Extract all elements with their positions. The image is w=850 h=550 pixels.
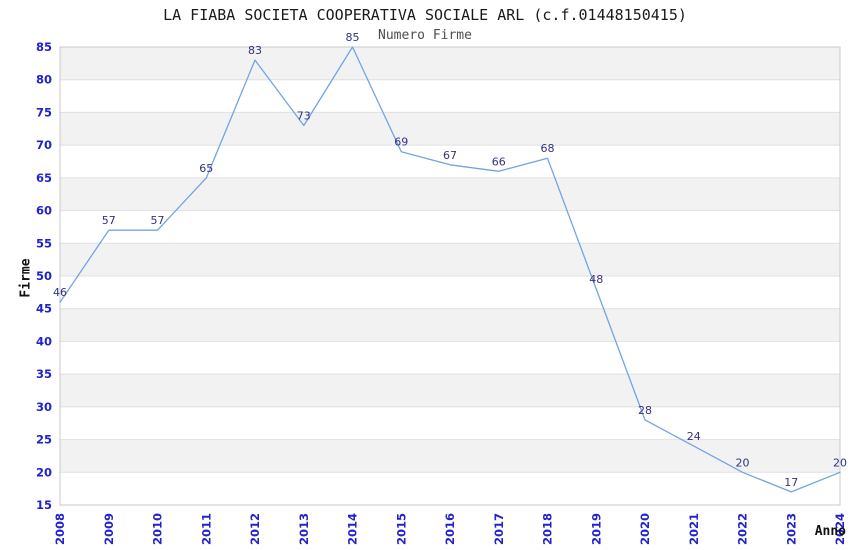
grid-band: [60, 243, 840, 276]
x-tick-label: 2013: [297, 513, 311, 545]
point-label: 17: [784, 476, 798, 489]
y-tick-label: 80: [36, 73, 52, 87]
x-axis-title: Anno: [814, 524, 846, 539]
x-tick-label: 2021: [687, 513, 701, 545]
grid-band: [60, 341, 840, 375]
chart-title: LA FIABA SOCIETA COOPERATIVA SOCIALE ARL…: [163, 6, 687, 24]
y-tick-label: 70: [36, 138, 52, 152]
point-label: 24: [687, 430, 701, 443]
point-label: 68: [541, 142, 555, 155]
grid-band: [60, 177, 840, 211]
grid-band: [60, 406, 840, 440]
grid-band: [60, 210, 840, 244]
grid-band: [60, 472, 840, 505]
point-label: 69: [394, 136, 408, 149]
y-tick-label: 40: [36, 334, 52, 348]
grid-band: [60, 47, 840, 80]
point-label: 20: [736, 456, 750, 469]
point-label: 57: [151, 214, 165, 227]
x-tick-label: 2008: [53, 513, 67, 545]
x-tick-label: 2015: [394, 513, 408, 545]
x-tick-label: 2009: [102, 513, 116, 545]
point-label: 67: [443, 149, 457, 162]
point-label: 85: [346, 31, 360, 44]
y-tick-label: 85: [36, 40, 52, 54]
x-tick-label: 2022: [736, 513, 750, 545]
y-tick-label: 45: [36, 302, 52, 316]
point-label: 73: [297, 110, 311, 123]
x-tick-label: 2018: [541, 513, 555, 545]
x-tick-label: 2017: [492, 513, 506, 545]
x-tick-label: 2010: [151, 513, 165, 545]
point-label: 48: [589, 273, 603, 286]
grid-band: [60, 276, 840, 309]
grid-band: [60, 308, 840, 342]
grid-band: [60, 112, 840, 146]
point-label: 28: [638, 404, 652, 417]
x-tick-label: 2023: [784, 513, 798, 545]
x-tick-label: 2019: [589, 513, 603, 545]
point-label: 57: [102, 214, 116, 227]
y-tick-label: 65: [36, 171, 52, 185]
y-tick-label: 60: [36, 204, 52, 218]
data-line: [59, 46, 841, 493]
x-tick-label: 2012: [248, 513, 262, 545]
y-tick-label: 20: [36, 465, 52, 479]
grid-band: [60, 374, 840, 407]
chart-subtitle: Numero Firme: [378, 28, 472, 43]
x-tick-label: 2024: [833, 513, 847, 545]
y-tick-label: 35: [36, 367, 52, 381]
y-tick-label: 15: [36, 498, 52, 512]
grid-band: [60, 145, 840, 178]
x-tick-label: 2014: [346, 513, 360, 545]
point-label: 20: [833, 456, 847, 469]
x-tick-label: 2020: [638, 513, 652, 545]
point-label: 46: [53, 286, 67, 299]
y-tick-label: 50: [36, 269, 52, 283]
point-label: 65: [199, 162, 213, 175]
y-tick-label: 55: [36, 236, 52, 250]
point-label: 83: [248, 44, 262, 57]
y-tick-label: 30: [36, 400, 52, 414]
plot-border: [59, 46, 841, 506]
y-tick-label: 75: [36, 105, 52, 119]
x-tick-label: 2016: [443, 513, 457, 545]
grid-band: [60, 439, 840, 473]
y-tick-label: 25: [36, 433, 52, 447]
x-tick-label: 2011: [199, 513, 213, 545]
point-label: 66: [492, 155, 506, 168]
grid-band: [60, 79, 840, 113]
